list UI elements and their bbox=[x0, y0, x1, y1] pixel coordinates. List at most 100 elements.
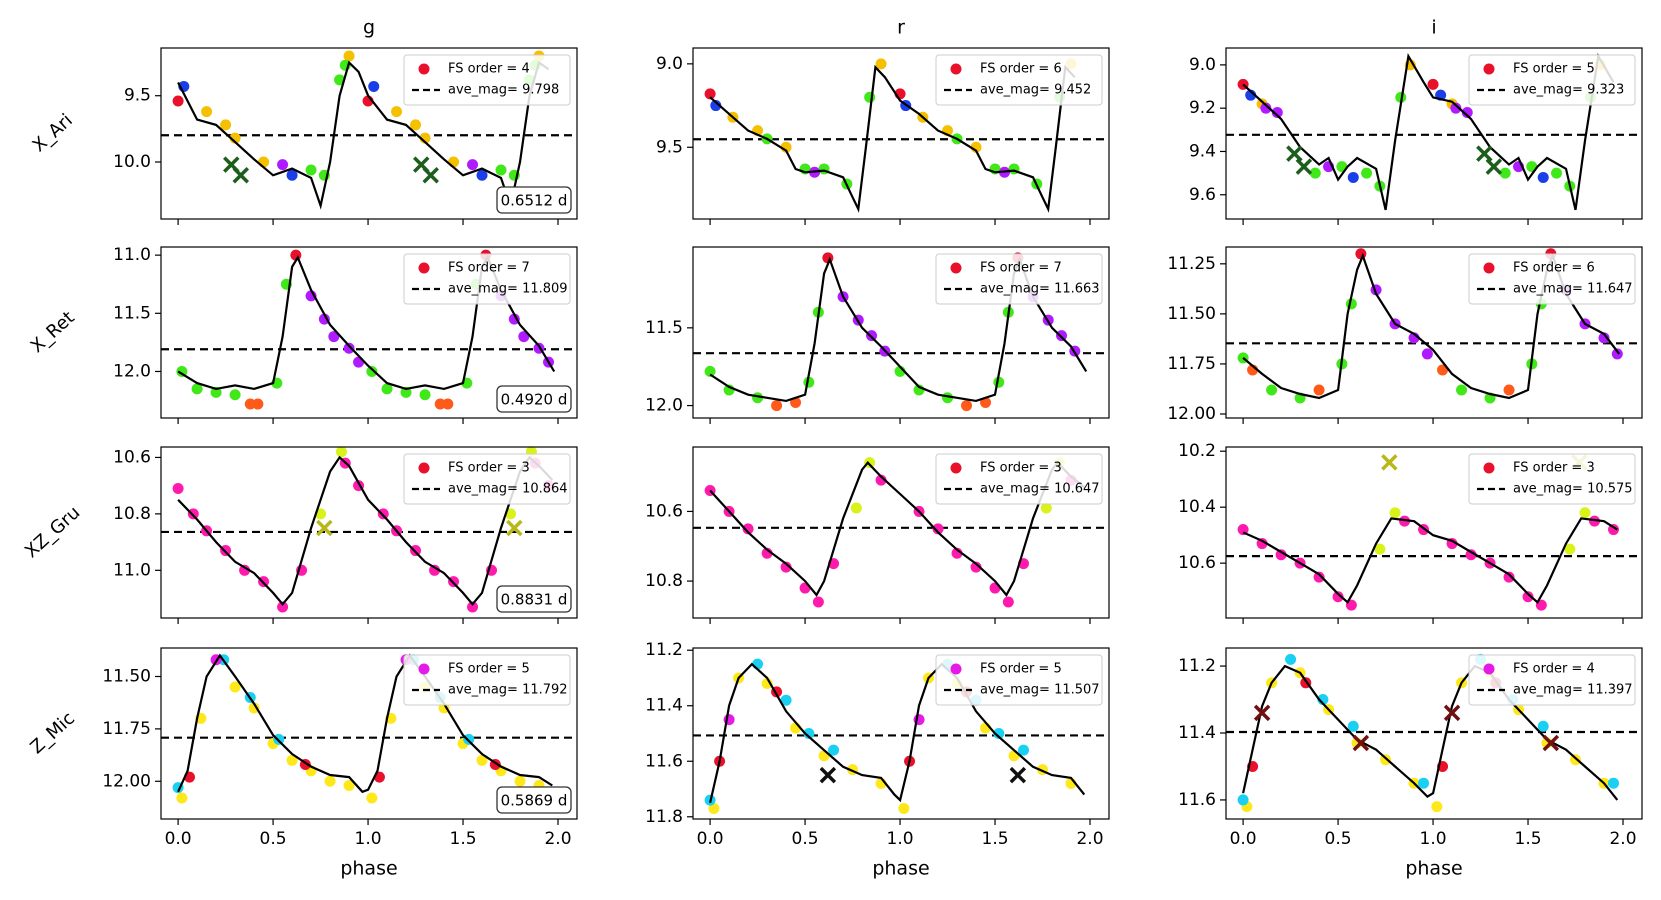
data-point bbox=[429, 564, 441, 576]
data-point bbox=[1431, 801, 1443, 813]
y-tick-label: 12.00 bbox=[102, 771, 151, 791]
data-point bbox=[1260, 102, 1272, 114]
legend-marker bbox=[1483, 63, 1495, 75]
period-box bbox=[496, 186, 572, 214]
y-tick-label: 11.75 bbox=[102, 719, 151, 739]
legend-marker bbox=[418, 63, 430, 75]
cross-stroke bbox=[1381, 454, 1398, 471]
y-tick-label: 11.4 bbox=[1178, 723, 1216, 743]
data-point bbox=[818, 750, 830, 762]
data-point bbox=[1313, 384, 1325, 396]
rejected-point bbox=[1485, 158, 1503, 175]
fit-curve bbox=[1242, 517, 1618, 605]
data-point bbox=[377, 508, 389, 520]
data-point bbox=[780, 561, 792, 573]
data-point bbox=[1564, 543, 1576, 555]
data-point bbox=[742, 523, 754, 535]
fit-curve bbox=[177, 455, 554, 606]
y-tick-label: 10.4 bbox=[1178, 497, 1216, 517]
y-tick-label: 11.0 bbox=[113, 560, 151, 580]
legend-box bbox=[935, 253, 1103, 305]
y-tick-label: 12.0 bbox=[113, 361, 151, 381]
data-point bbox=[244, 398, 256, 410]
y-tick-label: 10.6 bbox=[113, 447, 151, 467]
data-point bbox=[1317, 694, 1329, 706]
x-tick-label: 0.0 bbox=[697, 829, 724, 849]
axes-frame bbox=[160, 446, 578, 619]
y-tick-label: 11.0 bbox=[113, 245, 151, 265]
cross-stroke bbox=[422, 167, 439, 184]
data-point bbox=[704, 365, 716, 377]
legend-label: FS order = 5 bbox=[980, 662, 1062, 677]
cross-stroke bbox=[223, 156, 240, 173]
x-axis-label: phase bbox=[340, 858, 397, 880]
legend-box bbox=[1468, 54, 1636, 106]
y-tick-label: 10.8 bbox=[113, 504, 151, 524]
axes-frame bbox=[160, 47, 578, 220]
y-tick-label: 11.25 bbox=[1167, 254, 1216, 274]
data-point bbox=[201, 106, 213, 118]
data-point bbox=[286, 169, 298, 181]
x-tick-label: 2.0 bbox=[1076, 829, 1103, 849]
legend-label: ave_mag= 10.864 bbox=[448, 482, 568, 497]
legend-box bbox=[935, 54, 1103, 106]
legend-marker bbox=[1483, 262, 1495, 274]
data-point bbox=[400, 386, 412, 398]
data-point bbox=[1271, 107, 1283, 119]
y-tick-label: 9.0 bbox=[656, 54, 683, 74]
rejected-point bbox=[422, 167, 439, 184]
legend-marker bbox=[950, 262, 962, 274]
y-tick-label: 9.5 bbox=[124, 86, 151, 106]
data-point bbox=[710, 100, 722, 112]
data-point bbox=[1008, 750, 1020, 762]
legend-marker bbox=[950, 63, 962, 75]
plot-area bbox=[693, 457, 1109, 608]
column-title: i bbox=[1431, 17, 1436, 39]
data-point bbox=[318, 313, 330, 325]
data-point bbox=[366, 365, 378, 377]
data-point bbox=[328, 331, 340, 343]
y-tick-label: 11.2 bbox=[645, 640, 683, 660]
y-tick-label: 11.50 bbox=[1167, 304, 1216, 324]
data-point bbox=[172, 95, 184, 107]
data-point bbox=[1275, 549, 1287, 561]
y-tick-label: 11.6 bbox=[1178, 790, 1216, 810]
y-tick-label: 11.8 bbox=[645, 807, 683, 827]
legend-label: ave_mag= 9.452 bbox=[980, 83, 1091, 98]
data-point bbox=[366, 792, 378, 804]
x-tick-label: 0.0 bbox=[165, 829, 192, 849]
y-tick-label: 10.8 bbox=[645, 571, 683, 591]
y-tick-label: 11.5 bbox=[113, 303, 151, 323]
y-tick-label: 12.00 bbox=[1167, 404, 1216, 424]
x-tick-label: 1.5 bbox=[1515, 829, 1542, 849]
axes-frame bbox=[692, 446, 1110, 619]
data-point bbox=[993, 728, 1005, 739]
data-point bbox=[1450, 102, 1462, 114]
data-point bbox=[467, 159, 479, 171]
plot-area bbox=[1226, 52, 1642, 211]
x-tick-label: 2.0 bbox=[1609, 829, 1636, 849]
y-tick-label: 11.75 bbox=[1167, 354, 1216, 374]
x-tick-label: 2.0 bbox=[544, 829, 571, 849]
legend-label: FS order = 3 bbox=[1513, 461, 1595, 476]
data-point bbox=[1389, 507, 1401, 519]
data-point bbox=[1361, 167, 1373, 179]
data-point bbox=[176, 792, 188, 804]
axes-frame bbox=[160, 246, 578, 419]
legend-label: ave_mag= 11.397 bbox=[1513, 683, 1633, 698]
cross-stroke bbox=[1542, 734, 1560, 752]
data-point bbox=[518, 331, 530, 343]
data-point bbox=[343, 342, 355, 354]
axes-frame bbox=[692, 246, 1110, 419]
data-point bbox=[771, 400, 783, 412]
data-point bbox=[1456, 384, 1468, 396]
data-point bbox=[448, 156, 460, 168]
y-tick-label: 11.2 bbox=[1178, 656, 1216, 676]
y-tick-label: 10.0 bbox=[113, 152, 151, 172]
plot-area bbox=[1226, 248, 1642, 404]
data-point bbox=[1537, 171, 1549, 183]
data-point bbox=[1427, 78, 1439, 90]
data-point bbox=[324, 775, 336, 787]
y-tick-label: 10.6 bbox=[1178, 553, 1216, 573]
data-point bbox=[803, 728, 815, 739]
